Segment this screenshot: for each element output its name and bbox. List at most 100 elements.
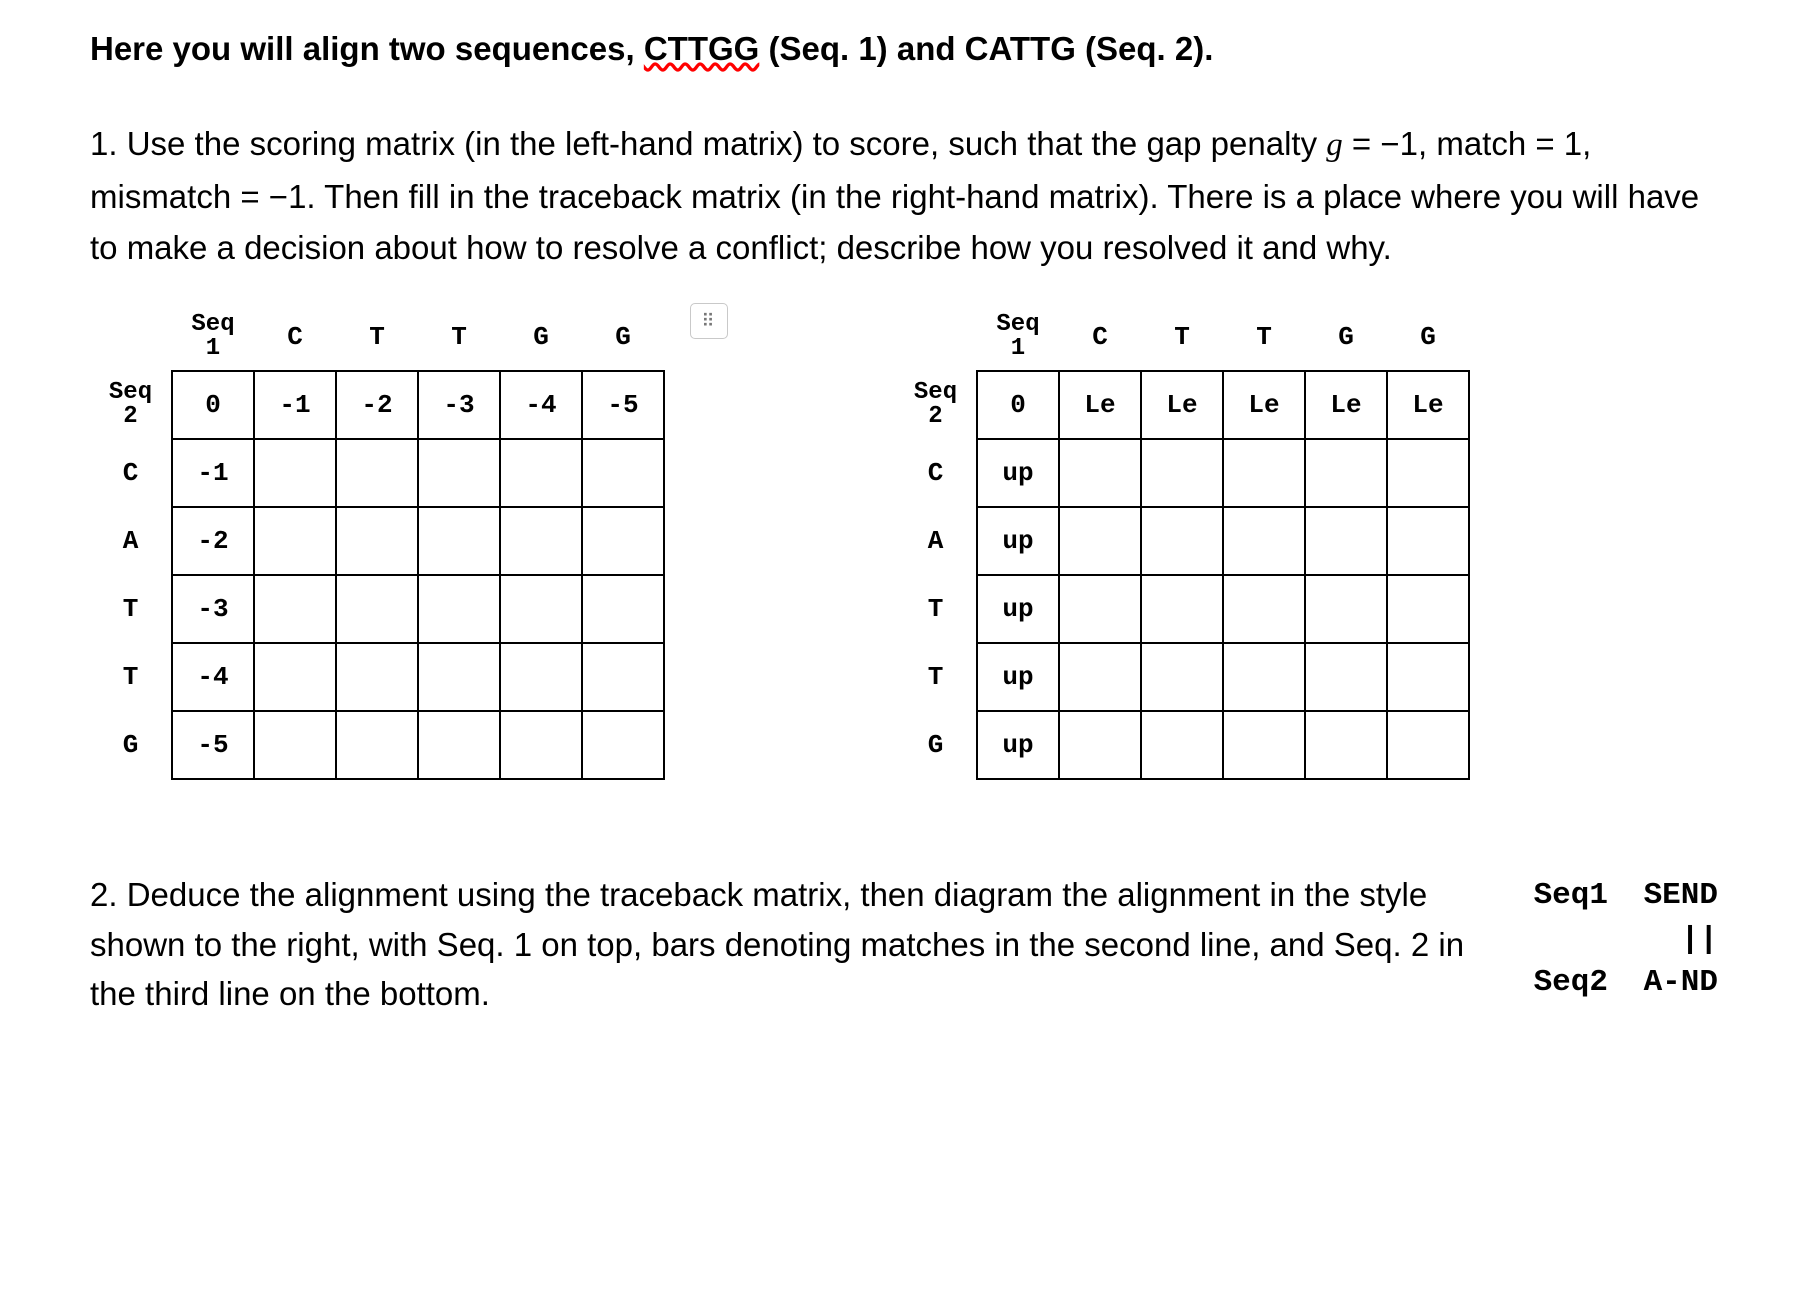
matrix-cell <box>582 711 664 779</box>
matrix-cell <box>1223 643 1305 711</box>
matrix-cell <box>582 575 664 643</box>
matrix-cell: -2 <box>336 371 418 439</box>
matrix-cell <box>1141 711 1223 779</box>
row-header: G <box>90 711 172 779</box>
matrix-cell <box>500 507 582 575</box>
matrix-cell <box>1141 507 1223 575</box>
matrix-cell <box>336 507 418 575</box>
row-header: C <box>895 439 977 507</box>
blank-corner <box>90 303 172 371</box>
matrix-cell <box>418 643 500 711</box>
example-line2: A-ND <box>1644 965 1718 1000</box>
matrix-cell: up <box>977 439 1059 507</box>
col-header: C <box>1059 303 1141 371</box>
matrix-cell: Le <box>1223 371 1305 439</box>
blank-corner <box>895 303 977 371</box>
matrix-cell <box>1059 507 1141 575</box>
matrix-cell: up <box>977 643 1059 711</box>
matrix-cell <box>500 439 582 507</box>
example-label2: Seq2 <box>1534 961 1644 1004</box>
matrix-cell <box>1305 643 1387 711</box>
matrix-cell <box>1059 575 1141 643</box>
matrix-cell <box>1387 507 1469 575</box>
matrix-cell <box>500 643 582 711</box>
matrix-cell: up <box>977 711 1059 779</box>
page-title: Here you will align two sequences, CTTGG… <box>90 30 1718 68</box>
alignment-example: Seq1SEND || Seq2A-ND <box>1534 874 1718 1004</box>
col-header: T <box>336 303 418 371</box>
matrix-cell <box>1305 711 1387 779</box>
matrix-cell <box>336 575 418 643</box>
matrix-cell <box>582 643 664 711</box>
matrix-cell <box>254 507 336 575</box>
matrix-cell <box>336 711 418 779</box>
matrix-cell <box>1305 507 1387 575</box>
col-header: G <box>1305 303 1387 371</box>
matrix-cell <box>418 507 500 575</box>
matrix-cell: -3 <box>172 575 254 643</box>
matrix-cell <box>418 711 500 779</box>
col-header: G <box>500 303 582 371</box>
matrix-cell <box>500 711 582 779</box>
matrix-cell <box>1387 643 1469 711</box>
col-header: T <box>418 303 500 371</box>
title-mid: (Seq. 1) and CATTG (Seq. 2). <box>759 30 1213 67</box>
matrix-cell: up <box>977 507 1059 575</box>
drag-handle-icon[interactable]: ⠿ <box>690 303 728 339</box>
matrix-cell <box>582 507 664 575</box>
row-header: T <box>90 643 172 711</box>
col-header: T <box>1223 303 1305 371</box>
row-header: Seq2 <box>895 371 977 439</box>
matrix-cell: up <box>977 575 1059 643</box>
row-header: G <box>895 711 977 779</box>
matrix-cell: Le <box>1141 371 1223 439</box>
matrix-cell <box>418 439 500 507</box>
matrix-cell: 0 <box>172 371 254 439</box>
scoring-matrix: Seq1CTTGGSeq20-1-2-3-4-5C-1A-2T-3T-4G-5 <box>90 303 665 780</box>
col-header: Seq1 <box>977 303 1059 371</box>
row-header: T <box>895 575 977 643</box>
matrix-cell <box>1387 439 1469 507</box>
row-header: T <box>895 643 977 711</box>
matrix-cell <box>1223 439 1305 507</box>
matrix-cell: 0 <box>977 371 1059 439</box>
matrix-cell: -5 <box>172 711 254 779</box>
matrix-cell <box>1387 575 1469 643</box>
matrix-cell <box>1141 439 1223 507</box>
matrix-cell <box>336 643 418 711</box>
matrix-cell <box>1141 575 1223 643</box>
example-bars: || <box>1644 922 1718 957</box>
matrix-cell: Le <box>1305 371 1387 439</box>
matrix-cell <box>1223 711 1305 779</box>
col-header: G <box>582 303 664 371</box>
col-header: T <box>1141 303 1223 371</box>
matrix-cell: -1 <box>172 439 254 507</box>
matrix-cell <box>254 575 336 643</box>
drag-dots: ⠿ <box>701 311 716 332</box>
matrix-cell <box>1305 575 1387 643</box>
matrix-cell <box>336 439 418 507</box>
row-header: A <box>895 507 977 575</box>
matrix-cell <box>1305 439 1387 507</box>
matrix-cell <box>1223 575 1305 643</box>
example-label1: Seq1 <box>1534 874 1644 917</box>
matrix-cell <box>500 575 582 643</box>
row-header: C <box>90 439 172 507</box>
matrix-cell <box>582 439 664 507</box>
matrix-cell: Le <box>1059 371 1141 439</box>
title-pre: Here you will align two sequences, <box>90 30 644 67</box>
matrix-cell <box>1141 643 1223 711</box>
row-header: Seq2 <box>90 371 172 439</box>
question-2-text: 2. Deduce the alignment using the traceb… <box>90 870 1474 1019</box>
matrix-cell: -5 <box>582 371 664 439</box>
col-header: C <box>254 303 336 371</box>
matrix-cell <box>1059 439 1141 507</box>
col-header: G <box>1387 303 1469 371</box>
col-header: Seq1 <box>172 303 254 371</box>
matrix-cell <box>254 643 336 711</box>
matrix-cell: -2 <box>172 507 254 575</box>
q1-var-g: g <box>1326 127 1343 163</box>
matrix-cell: -4 <box>500 371 582 439</box>
example-line1: SEND <box>1644 878 1718 913</box>
traceback-matrix: Seq1CTTGGSeq20LeLeLeLeLeCupAupTupTupGup <box>895 303 1470 780</box>
